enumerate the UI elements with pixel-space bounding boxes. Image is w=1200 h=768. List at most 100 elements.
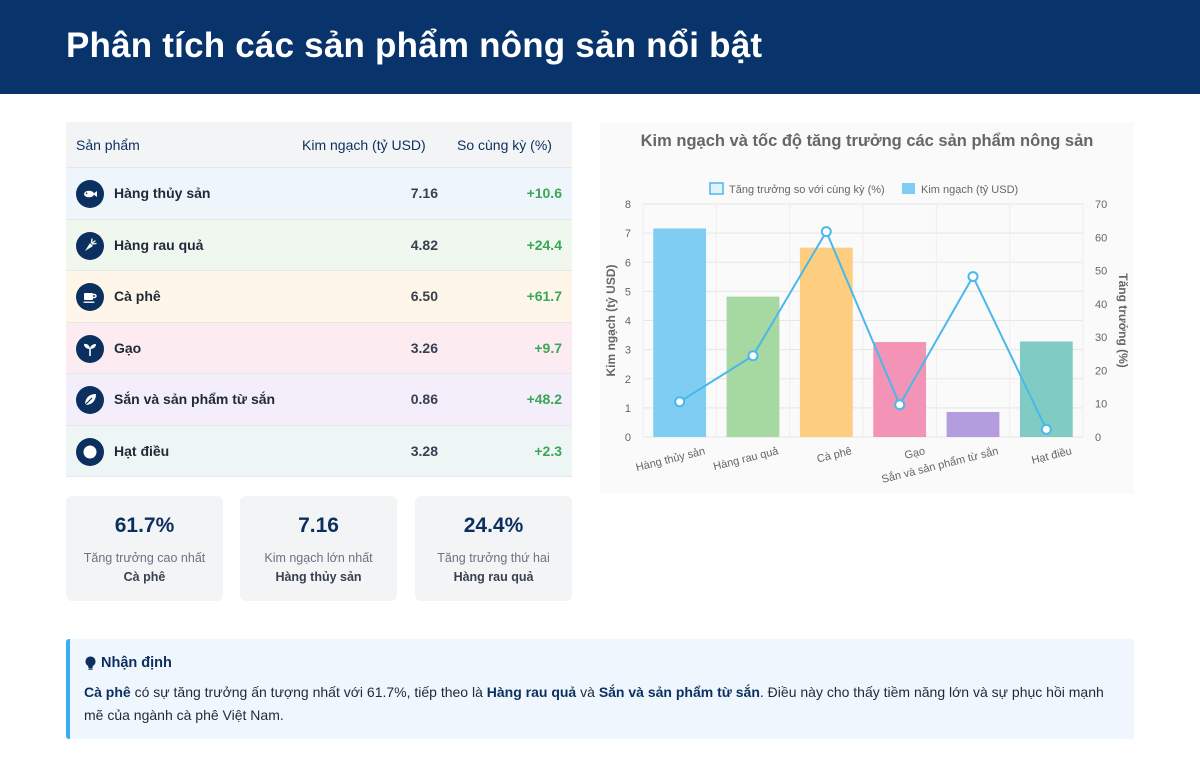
line-point <box>1040 423 1052 435</box>
y-tick-label: 7 <box>625 228 631 240</box>
table-body: Hàng thủy sản 7.16 +10.6 Hàng rau quả 4.82 +2… <box>66 168 572 477</box>
product-growth: +61.7 <box>526 288 562 304</box>
table-header: Sản phẩm Kim ngạch (tỷ USD) So cùng kỳ (… <box>66 122 572 168</box>
page-header: Phân tích các sản phẩm nông sản nổi bật <box>0 0 1200 94</box>
stat-subject: Hàng thủy sản <box>275 570 362 584</box>
x-tick-label: Hàng rau quả <box>712 445 780 473</box>
bar <box>873 342 927 437</box>
y2-tick-label: 70 <box>1095 199 1107 211</box>
table-row: Hàng thủy sản 7.16 +10.6 <box>66 168 572 220</box>
growth-line <box>679 229 1048 430</box>
insight-text-part: và <box>576 684 599 700</box>
fish-icon <box>76 180 104 208</box>
product-value: 3.26 <box>410 339 438 356</box>
table-row: Hạt điều 3.28 +2.3 <box>66 425 572 477</box>
insight-highlight-2: Hàng rau quả <box>486 684 577 700</box>
x-tick-label: Gạo <box>903 445 926 462</box>
stat-label: Tăng trưởng cao nhất <box>83 551 206 565</box>
table-row: Gạo 3.26 +9.7 <box>66 322 572 374</box>
y2-tick-label: 30 <box>1095 332 1107 344</box>
y-tick-label: 1 <box>625 403 631 415</box>
sprout-icon <box>76 334 104 363</box>
bar <box>946 411 1000 437</box>
product-value: 6.50 <box>410 288 438 304</box>
line-point <box>967 271 979 283</box>
product-name: Hàng thủy sản <box>114 185 211 201</box>
stat-value: 7.16 <box>298 514 339 537</box>
column-header-product: Sản phẩm <box>76 137 140 153</box>
insight-highlight-3: Sắn và sản phẩm từ sắn <box>598 684 760 700</box>
y-tick-label: 2 <box>625 374 631 386</box>
page-title: Phân tích các sản phẩm nông sản nổi bật <box>66 26 763 65</box>
chart-svg: Kim ngạch và tốc độ tăng trưởng các sản … <box>604 132 1130 486</box>
y-tick-label: 3 <box>625 345 631 357</box>
stat-value: 24.4% <box>463 514 524 537</box>
bar <box>799 247 853 437</box>
product-growth: +2.3 <box>534 442 562 459</box>
chart-title: Kim ngạch và tốc độ tăng trưởng các sản … <box>641 132 1094 150</box>
insight-title: Nhận định <box>84 655 172 671</box>
table-row: Cà phê 6.50 +61.7 <box>66 271 572 323</box>
line-point <box>894 399 906 411</box>
insight-box: Nhận định Cà phê có sự tăng trưởng ấn tư… <box>66 639 1134 739</box>
product-value: 4.82 <box>410 236 438 253</box>
circle-icon <box>76 437 104 466</box>
leaf-icon <box>76 386 104 414</box>
y2-tick-label: 40 <box>1095 299 1107 311</box>
y2-tick-label: 10 <box>1095 399 1107 411</box>
column-header-growth: So cùng kỳ (%) <box>457 137 552 153</box>
y2-tick-label: 60 <box>1095 232 1107 244</box>
y-axis-title: Kim ngạch (tỷ USD) <box>604 264 618 376</box>
y2-tick-label: 50 <box>1095 266 1107 278</box>
stat-label: Tăng trưởng thứ hai <box>437 551 550 565</box>
product-growth: +9.7 <box>534 339 562 356</box>
product-name: Hạt điều <box>114 442 170 459</box>
legend-swatch-growth <box>709 182 724 195</box>
product-name: Cà phê <box>114 288 161 304</box>
y2-axis-title: Tăng trưởng (%) <box>1116 273 1130 368</box>
x-tick-label: Sắn và sản phẩm từ sắn <box>880 444 999 486</box>
stat-card: 61.7% Tăng trưởng cao nhất Cà phê <box>66 496 223 601</box>
line-point <box>820 226 832 238</box>
legend-label-value: Kim ngạch (tỷ USD) <box>921 184 1018 196</box>
column-header-value: Kim ngạch (tỷ USD) <box>302 137 426 153</box>
legend-label-growth: Tăng trưởng so với cùng kỳ (%) <box>729 184 885 196</box>
line-point <box>674 396 686 408</box>
stat-card: 24.4% Tăng trưởng thứ hai Hàng rau quả <box>415 496 572 601</box>
table-row: Hàng rau quả 4.82 +24.4 <box>66 219 572 271</box>
stat-value: 61.7% <box>114 514 175 537</box>
x-tick-label: Hạt điều <box>1030 445 1073 467</box>
product-name: Gạo <box>114 339 142 356</box>
insight-text-part: có sự tăng trưởng ấn tượng nhất với 61.7… <box>130 684 487 700</box>
lightbulb-icon <box>85 656 96 670</box>
stat-subject: Cà phê <box>123 570 166 584</box>
line-point <box>747 350 759 362</box>
bar <box>1019 341 1073 437</box>
coffee-icon <box>76 283 104 311</box>
product-growth: +48.2 <box>526 391 562 407</box>
product-value: 3.28 <box>410 442 438 459</box>
insight-text: Cà phê có sự tăng trưởng ấn tượng nhất v… <box>84 681 1114 727</box>
legend-swatch-value <box>902 183 915 194</box>
y2-tick-label: 20 <box>1095 365 1107 377</box>
y-tick-label: 4 <box>625 316 631 328</box>
stat-label: Kim ngạch lớn nhất <box>264 551 373 565</box>
y-tick-label: 6 <box>625 257 631 269</box>
insight-title-text: Nhận định <box>101 655 172 671</box>
insight-highlight-1: Cà phê <box>84 684 131 700</box>
insight-text-part: . Điều này cho thấy tiềm năng lớn và sự … <box>84 684 1104 723</box>
carrot-icon <box>76 231 104 260</box>
product-name: Sắn và sản phẩm từ sắn <box>114 391 276 407</box>
product-value: 0.86 <box>410 391 438 407</box>
product-name: Hàng rau quả <box>114 236 204 253</box>
product-table: Sản phẩm Kim ngạch (tỷ USD) So cùng kỳ (… <box>66 122 572 477</box>
y-tick-label: 0 <box>625 432 631 444</box>
y-tick-label: 5 <box>625 286 631 298</box>
x-tick-label: Hàng thủy sản <box>635 445 707 474</box>
product-growth: +10.6 <box>526 185 562 201</box>
product-growth: +24.4 <box>526 236 562 253</box>
table-row: Sắn và sản phẩm từ sắn 0.86 +48.2 <box>66 374 572 426</box>
stat-subject: Hàng rau quả <box>453 570 534 584</box>
combo-chart: Kim ngạch và tốc độ tăng trưởng các sản … <box>600 122 1134 494</box>
y2-tick-label: 0 <box>1095 432 1101 444</box>
